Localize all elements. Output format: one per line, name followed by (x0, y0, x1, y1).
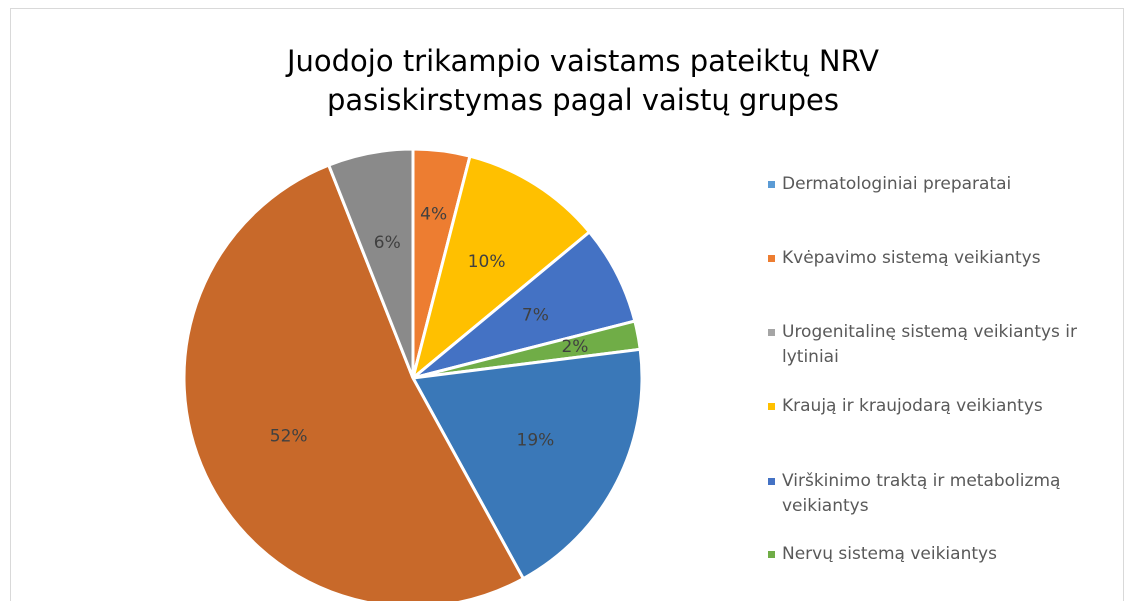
legend-label: Urogenitalinę sistemą veikiantys ir lyti… (782, 322, 1078, 367)
legend-label: Dermatologiniai preparatai (782, 174, 1012, 194)
legend-item: Kraują ir kraujodarą veikiantys (768, 394, 1127, 419)
data-label: 10% (468, 252, 506, 272)
legend-swatch (768, 329, 775, 336)
legend-item: Virškinimo traktą ir metabolizmą veikian… (768, 469, 1127, 519)
legend-swatch (768, 478, 775, 485)
data-label: 7% (522, 306, 549, 326)
pie-slice (410, 154, 592, 383)
legend-label: Kvėpavimo sistemą veikiantys (782, 248, 1041, 268)
legend-swatch (768, 551, 775, 558)
legend-swatch (768, 181, 775, 188)
legend-item: Kvėpavimo sistemą veikiantys (768, 246, 1127, 271)
chart-frame (10, 8, 1124, 601)
pie-slice (410, 347, 644, 581)
data-label: 52% (270, 427, 308, 447)
data-label: 19% (517, 430, 555, 450)
chart-title: Juodojo trikampio vaistams pateiktų NRV … (286, 44, 880, 117)
legend-label: Nervų sistemą veikiantys (782, 544, 997, 564)
data-label: 4% (420, 204, 447, 224)
data-label: 2% (561, 337, 588, 357)
legend-swatch (768, 403, 775, 410)
legend-item: Nervų sistemą veikiantys (768, 542, 1127, 567)
legend-label: Kraują ir kraujodarą veikiantys (782, 396, 1043, 416)
legend-item: Urogenitalinę sistemą veikiantys ir lyti… (768, 320, 1127, 370)
data-label: 6% (374, 233, 401, 253)
pie-slice (326, 147, 415, 379)
legend-label: Virškinimo traktą ir metabolizmą veikian… (782, 471, 1061, 516)
legend-item: Dermatologiniai preparatai (768, 172, 1127, 197)
legend-swatch (768, 255, 775, 262)
pie-slice (182, 163, 526, 601)
